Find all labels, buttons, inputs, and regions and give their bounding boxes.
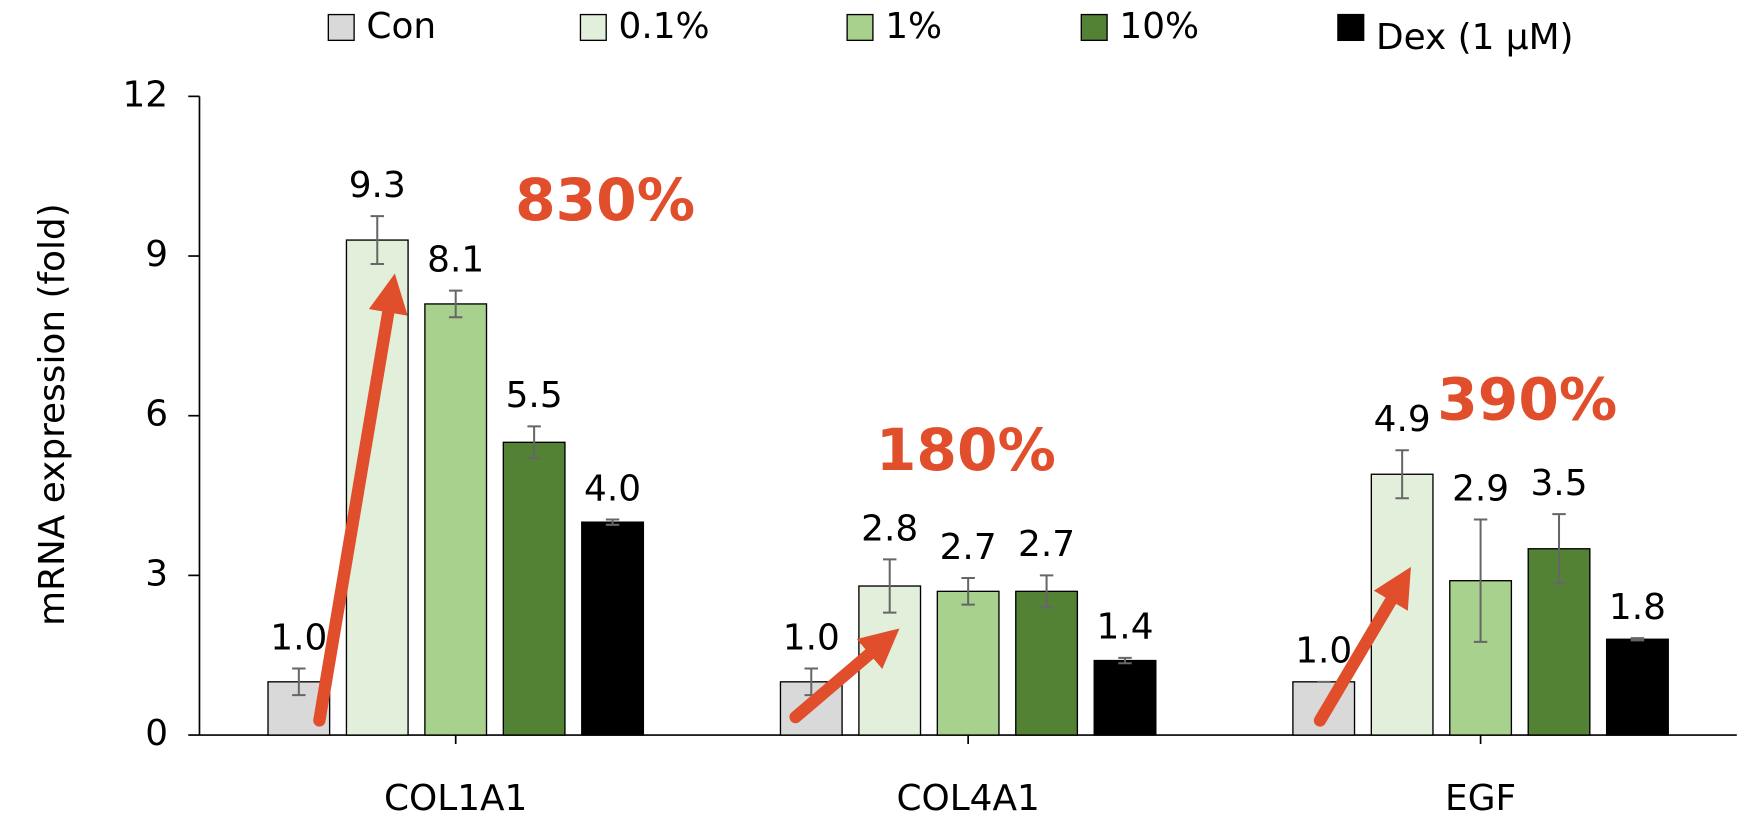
error-bar bbox=[1552, 513, 1566, 585]
x-tick-label: COL4A1 bbox=[896, 778, 1039, 819]
data-label: 9.3 bbox=[349, 165, 406, 206]
error-bar bbox=[292, 667, 306, 697]
legend-swatch bbox=[579, 13, 607, 42]
legend-label: 1% bbox=[885, 6, 942, 47]
bar bbox=[1605, 638, 1669, 736]
annotation: 830% bbox=[515, 166, 695, 234]
arrow bbox=[313, 273, 408, 727]
arrow bbox=[789, 628, 900, 724]
error-bar bbox=[1630, 637, 1645, 642]
annotation: 180% bbox=[876, 416, 1056, 484]
data-label: 2.9 bbox=[1452, 468, 1509, 509]
legend-label: Dex (1 μM) bbox=[1376, 17, 1574, 58]
x-tick-label: EGF bbox=[1445, 778, 1516, 819]
legend-label: 10% bbox=[1119, 6, 1199, 47]
error-bar bbox=[605, 518, 620, 526]
error-bar bbox=[370, 215, 384, 266]
data-label: 4.9 bbox=[1374, 399, 1431, 440]
y-tick-label: 12 bbox=[122, 74, 168, 115]
data-label: 5.5 bbox=[506, 375, 563, 416]
data-label: 2.7 bbox=[940, 527, 997, 568]
bar bbox=[502, 441, 566, 736]
data-label: 8.1 bbox=[427, 239, 484, 280]
error-bar bbox=[1473, 518, 1488, 643]
error-bar bbox=[448, 289, 463, 319]
bar bbox=[1093, 659, 1157, 736]
error-bar bbox=[1118, 656, 1132, 665]
error-bar bbox=[1039, 574, 1054, 609]
legend-swatch bbox=[327, 13, 355, 42]
data-label: 4.0 bbox=[584, 468, 641, 509]
data-label: 3.5 bbox=[1531, 463, 1588, 504]
bar bbox=[581, 521, 645, 736]
data-label: 2.8 bbox=[861, 508, 918, 549]
y-tick-label: 3 bbox=[145, 553, 168, 594]
data-label: 1.4 bbox=[1097, 607, 1154, 648]
legend-swatch bbox=[1337, 13, 1365, 42]
data-label: 1.0 bbox=[783, 617, 840, 658]
bar bbox=[936, 590, 1000, 736]
legend-swatch bbox=[846, 13, 874, 42]
error-bar bbox=[882, 558, 897, 614]
annotation: 390% bbox=[1437, 365, 1617, 433]
arrows bbox=[313, 273, 1411, 727]
x-tick-label: COL1A1 bbox=[384, 778, 527, 819]
y-tick-label: 0 bbox=[145, 713, 168, 754]
legend-label: 0.1% bbox=[619, 6, 710, 47]
bar bbox=[424, 303, 488, 736]
legend-label: Con bbox=[366, 6, 436, 47]
y-tick-label: 9 bbox=[145, 234, 168, 275]
arrow bbox=[1313, 566, 1411, 727]
error-bar bbox=[1395, 449, 1409, 500]
data-label: 1.0 bbox=[1295, 631, 1352, 672]
legend-swatch bbox=[1080, 13, 1108, 42]
y-tick-label: 6 bbox=[145, 394, 168, 435]
y-axis-label: mRNA expression (fold) bbox=[32, 203, 73, 626]
bar bbox=[1015, 590, 1079, 736]
data-label: 1.8 bbox=[1609, 587, 1666, 628]
bar bbox=[1370, 473, 1434, 736]
data-label: 2.7 bbox=[1018, 524, 1075, 565]
error-bar bbox=[961, 577, 975, 606]
data-label: 1.0 bbox=[270, 617, 327, 658]
error-bar bbox=[527, 425, 541, 460]
